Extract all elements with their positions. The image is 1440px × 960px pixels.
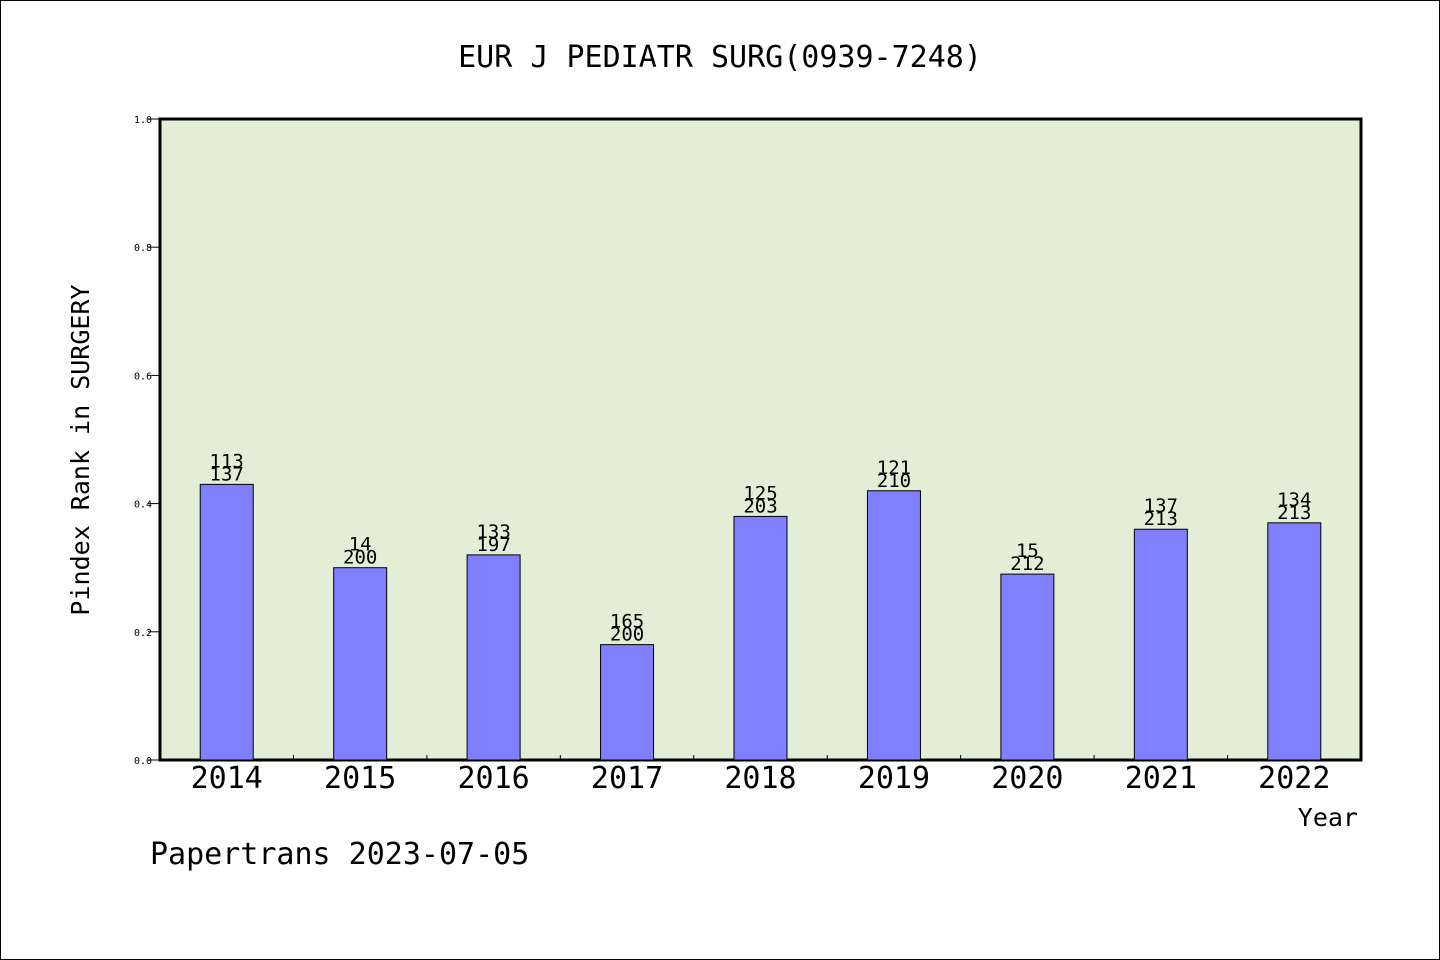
bar-total-label: 200 [343,547,377,569]
y-tick-label: 1.0 [134,115,152,126]
x-axis-label: Year [1298,803,1358,832]
bar [733,515,788,761]
bar-rank-label: 113 [210,450,244,472]
bar-total-label: 210 [877,470,911,492]
bar [199,483,254,761]
x-tick-label: 2019 [858,761,930,796]
bar [333,567,388,761]
x-tick-label: 2015 [324,761,396,796]
x-tick-label: 2021 [1125,761,1197,796]
bar [1133,528,1188,761]
x-axis: 2014 2015 2016 2017 2018 2019 2020 2021 2022 [191,755,1330,796]
bar-rank-label: 14 [349,534,372,556]
y-axis: 0.0 0.2 0.4 0.6 0.8 1.0 [134,115,160,767]
x-tick-label: 2017 [591,761,663,796]
bar [600,644,655,761]
y-tick-label: 0.2 [134,628,152,639]
bar-rank-label: 125 [743,482,777,504]
bar-total-label: 213 [1277,502,1311,524]
bar-rank-label: 134 [1277,489,1311,511]
bar [1000,573,1055,761]
y-axis-label: Pindex Rank in SURGERY [66,284,95,615]
x-tick-label: 2016 [457,761,529,796]
x-tick-label: 2020 [991,761,1063,796]
bar-total-label: 200 [610,624,644,646]
bar-total-label: 213 [1144,508,1178,530]
y-tick-label: 0.4 [134,500,152,511]
bar-total-label: 203 [743,495,777,517]
bar-rank-label: 137 [1144,495,1178,517]
bar-rank-label: 165 [610,611,644,633]
bar [466,554,521,761]
x-tick-label: 2018 [724,761,796,796]
footer-credit: Papertrans 2023-07-05 [150,837,529,872]
bar-rank-label: 133 [476,521,510,543]
chart-title: EUR J PEDIATR SURG(0939-7248) [458,40,982,75]
bar-total-label: 137 [210,463,244,485]
bar [866,490,921,761]
bar-rank-label: 15 [1016,540,1039,562]
y-tick-label: 0.0 [134,756,152,767]
y-tick-label: 0.6 [134,371,152,382]
bar-rank-label: 121 [877,457,911,479]
y-tick-label: 0.8 [134,243,152,254]
x-tick-label: 2014 [191,761,263,796]
bar-series: 1131371420013319716520012520312121015212… [199,450,1322,761]
bar-total-label: 212 [1010,553,1044,575]
bar [1267,522,1322,761]
bar-total-label: 197 [476,534,510,556]
x-tick-label: 2022 [1258,761,1330,796]
